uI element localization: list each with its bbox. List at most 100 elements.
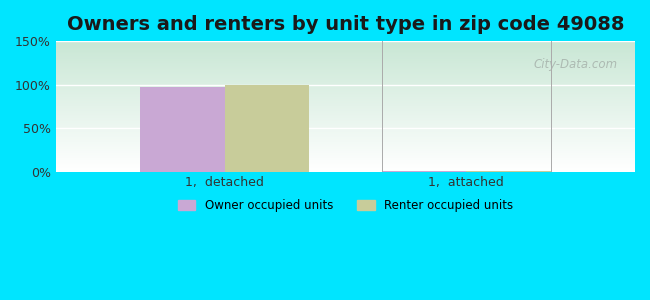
Bar [56, 100, 635, 101]
Bar [56, 59, 635, 60]
Bar [56, 146, 635, 147]
Bar [140, 87, 225, 172]
Bar [56, 64, 635, 65]
Bar [56, 149, 635, 150]
Bar [56, 43, 635, 44]
Bar [56, 164, 635, 165]
Bar [56, 45, 635, 46]
Bar [56, 91, 635, 92]
Bar [56, 81, 635, 82]
Bar [56, 126, 635, 127]
Bar [56, 61, 635, 62]
Bar [56, 114, 635, 115]
Bar [56, 78, 635, 79]
Bar [56, 139, 635, 140]
Bar [56, 55, 635, 56]
Bar [56, 165, 635, 166]
Bar [56, 161, 635, 162]
Bar [56, 94, 635, 95]
Bar [56, 53, 635, 54]
Bar [56, 162, 635, 163]
Bar [56, 124, 635, 125]
Bar [56, 74, 635, 75]
Bar [56, 46, 635, 47]
Bar [56, 87, 635, 88]
Bar [56, 58, 635, 59]
Bar [56, 104, 635, 105]
Bar [56, 168, 635, 169]
Bar [56, 103, 635, 104]
Bar [56, 51, 635, 52]
Bar [382, 171, 466, 172]
Bar [56, 130, 635, 131]
Bar [56, 127, 635, 128]
Bar [56, 111, 635, 112]
Bar [56, 169, 635, 170]
Bar [56, 106, 635, 107]
Bar [56, 68, 635, 69]
Bar [56, 101, 635, 102]
Bar [56, 152, 635, 153]
Bar [56, 67, 635, 68]
Bar [56, 113, 635, 114]
Bar [56, 52, 635, 53]
Bar [56, 115, 635, 116]
Bar [56, 47, 635, 48]
Bar [56, 57, 635, 58]
Bar [56, 88, 635, 89]
Bar [56, 156, 635, 157]
Text: City-Data.com: City-Data.com [534, 58, 618, 71]
Bar [56, 166, 635, 167]
Bar [56, 135, 635, 136]
Bar [56, 62, 635, 63]
Legend: Owner occupied units, Renter occupied units: Owner occupied units, Renter occupied un… [172, 193, 519, 218]
Bar [56, 48, 635, 49]
Bar [56, 155, 635, 156]
Bar [56, 85, 635, 86]
Bar [56, 137, 635, 138]
Bar [56, 116, 635, 117]
Bar [56, 89, 635, 90]
Bar [56, 90, 635, 91]
Bar [56, 50, 635, 51]
Bar [56, 163, 635, 164]
Bar [56, 49, 635, 50]
Bar [56, 97, 635, 98]
Bar [56, 157, 635, 158]
Bar [56, 102, 635, 103]
Bar [56, 154, 635, 155]
Bar [56, 65, 635, 66]
Bar [56, 125, 635, 126]
Bar [225, 85, 309, 172]
Bar [56, 138, 635, 139]
Bar [56, 147, 635, 148]
Bar [56, 150, 635, 151]
Bar [56, 99, 635, 100]
Bar [56, 60, 635, 61]
Bar [466, 171, 551, 172]
Bar [56, 143, 635, 144]
Bar [56, 42, 635, 43]
Bar [56, 134, 635, 135]
Bar [56, 72, 635, 73]
Bar [56, 41, 635, 42]
Bar [56, 84, 635, 85]
Bar [56, 122, 635, 123]
Bar [56, 151, 635, 152]
Bar [56, 144, 635, 145]
Bar [56, 63, 635, 64]
Bar [56, 131, 635, 132]
Bar [56, 70, 635, 71]
Bar [56, 141, 635, 142]
Bar [56, 159, 635, 160]
Bar [56, 75, 635, 76]
Bar [56, 83, 635, 84]
Bar [56, 118, 635, 119]
Bar [56, 77, 635, 78]
Bar [56, 76, 635, 77]
Bar [56, 158, 635, 159]
Bar [56, 105, 635, 106]
Bar [56, 98, 635, 99]
Bar [56, 95, 635, 96]
Bar [56, 148, 635, 149]
